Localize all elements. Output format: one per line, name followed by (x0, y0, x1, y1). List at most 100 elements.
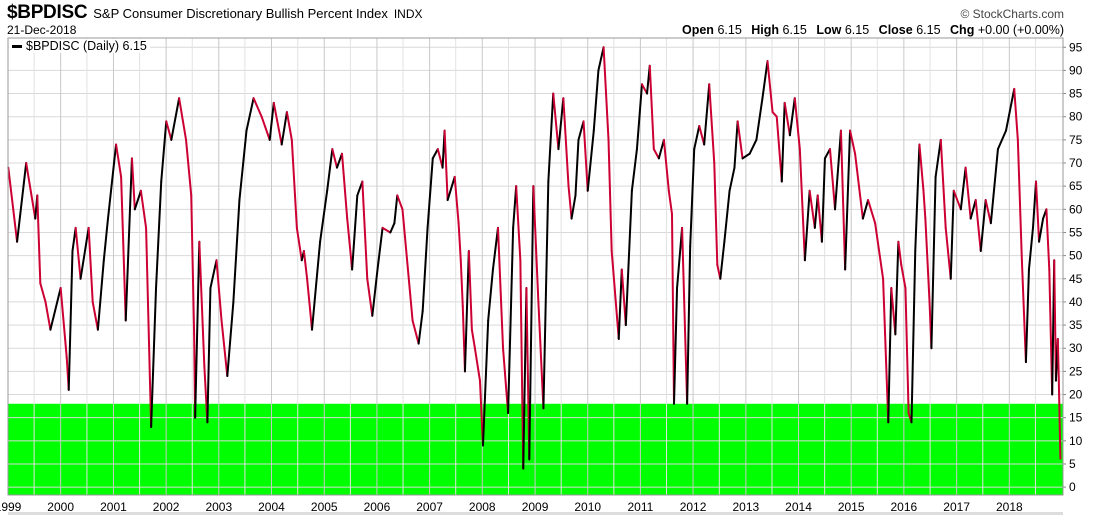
line-segment-up (311, 240, 322, 331)
line-segment-down (74, 226, 82, 280)
line-segment-up (914, 143, 921, 252)
line-segment-up (930, 175, 937, 350)
line-segment-up (67, 249, 74, 391)
line-segment-up (703, 83, 711, 146)
line-segment-down (952, 189, 962, 211)
line-segment-up (431, 148, 439, 160)
high-label: High (751, 23, 780, 37)
high-value: 6.15 (782, 23, 807, 37)
x-tick-label: 2006 (364, 500, 391, 514)
x-tick-label: 2013 (733, 500, 760, 514)
line-segment-up (376, 226, 384, 271)
line-segment-up (592, 69, 600, 132)
line-segment-down (667, 189, 673, 215)
line-segment-down (1045, 208, 1051, 271)
y-tick-label: 40 (1069, 295, 1083, 309)
line-segment-up (910, 249, 917, 424)
line-segment-up (630, 148, 638, 192)
line-segment-up (389, 222, 396, 234)
line-segment-up (371, 268, 379, 317)
line-segment-down (1053, 259, 1057, 382)
line-segment-down (190, 194, 196, 336)
line-segment-down (165, 120, 173, 141)
line-segment-up (719, 240, 726, 280)
index-name: S&P Consumer Discretionary Bullish Perce… (93, 6, 388, 21)
x-tick-label: 2000 (47, 500, 74, 514)
line-segment-down (939, 138, 947, 229)
line-segment-down (467, 249, 473, 331)
line-segment-up (861, 199, 870, 220)
line-segment-up (421, 226, 429, 313)
line-segment-up (693, 124, 701, 151)
line-segment-down (272, 101, 283, 146)
open-label: Open (682, 23, 714, 37)
line-segment-up (894, 240, 900, 336)
line-segment-up (570, 194, 577, 220)
line-segment-down (867, 199, 877, 225)
line-segment-down (130, 157, 136, 211)
line-segment-up (238, 129, 248, 202)
line-segment-up (844, 129, 852, 271)
x-tick-label: 2008 (469, 500, 496, 514)
line-segment-up (586, 129, 595, 192)
line-segment-down (1056, 337, 1060, 382)
line-segment-down (1020, 259, 1027, 364)
low-value: 6.15 (844, 23, 870, 37)
x-tick-label: 2007 (416, 500, 443, 514)
line-segment-up (624, 189, 633, 327)
chart-scrollbar[interactable] (8, 512, 1063, 515)
line-segment-down (346, 217, 354, 271)
x-tick-label: 2015 (838, 500, 865, 514)
line-segment-up (232, 199, 241, 303)
line-segment-up (989, 148, 999, 225)
line-segment-up (426, 157, 434, 229)
line-segment-up (748, 138, 758, 155)
line-segment-up (106, 143, 118, 220)
line-segment-down (793, 97, 801, 151)
y-tick-label: 25 (1069, 364, 1083, 378)
plot-frame (7, 37, 1064, 496)
line-segment-down (984, 199, 992, 225)
close-value: 6.15 (916, 23, 941, 37)
line-segment-up (969, 199, 977, 220)
line-segment-up (487, 268, 494, 322)
line-segment-down (698, 124, 706, 146)
line-segment-up (803, 189, 811, 262)
line-segment-up (780, 101, 786, 183)
line-segment-up (155, 180, 163, 290)
x-tick-label: 1999 (0, 500, 22, 514)
y-tick-label: 60 (1069, 202, 1083, 216)
y-tick-label: 0 (1069, 480, 1076, 494)
legend-label: $BPDISC (Daily) 6.15 (26, 39, 147, 53)
line-segment-up (528, 185, 535, 461)
line-segment-up (834, 129, 842, 211)
x-tick-label: 2016 (891, 500, 918, 514)
line-segment-up (979, 199, 987, 252)
line-segment-down (620, 268, 627, 327)
line-segment-down (1035, 180, 1041, 243)
line-segment-down (120, 175, 127, 322)
line-segment-down (87, 226, 94, 303)
brand-label[interactable]: © StockCharts.com (960, 7, 1064, 21)
open-value: 6.15 (717, 23, 742, 37)
x-tick-label: 2014 (785, 500, 812, 514)
line-segment-down (502, 347, 510, 415)
line-segment-down (882, 277, 890, 424)
line-segment-down (139, 189, 148, 229)
y-tick-label: 20 (1069, 388, 1083, 402)
x-tick-label: 2012 (680, 500, 707, 514)
line-segment-down (515, 185, 522, 262)
line-segment-down (552, 92, 560, 151)
line-segment-up (686, 245, 692, 405)
line-segment-up (934, 138, 942, 178)
line-segment-down (401, 208, 409, 266)
line-segment-up (547, 92, 555, 183)
line-segment-up (996, 129, 1008, 151)
line-segment-down (59, 287, 68, 359)
line-segment-down (453, 175, 460, 225)
line-segment-up (209, 259, 218, 290)
line-segment-down (366, 277, 374, 317)
line-segment-up (723, 189, 731, 243)
y-tick-label: 45 (1069, 272, 1083, 286)
line-segment-down (736, 120, 744, 160)
